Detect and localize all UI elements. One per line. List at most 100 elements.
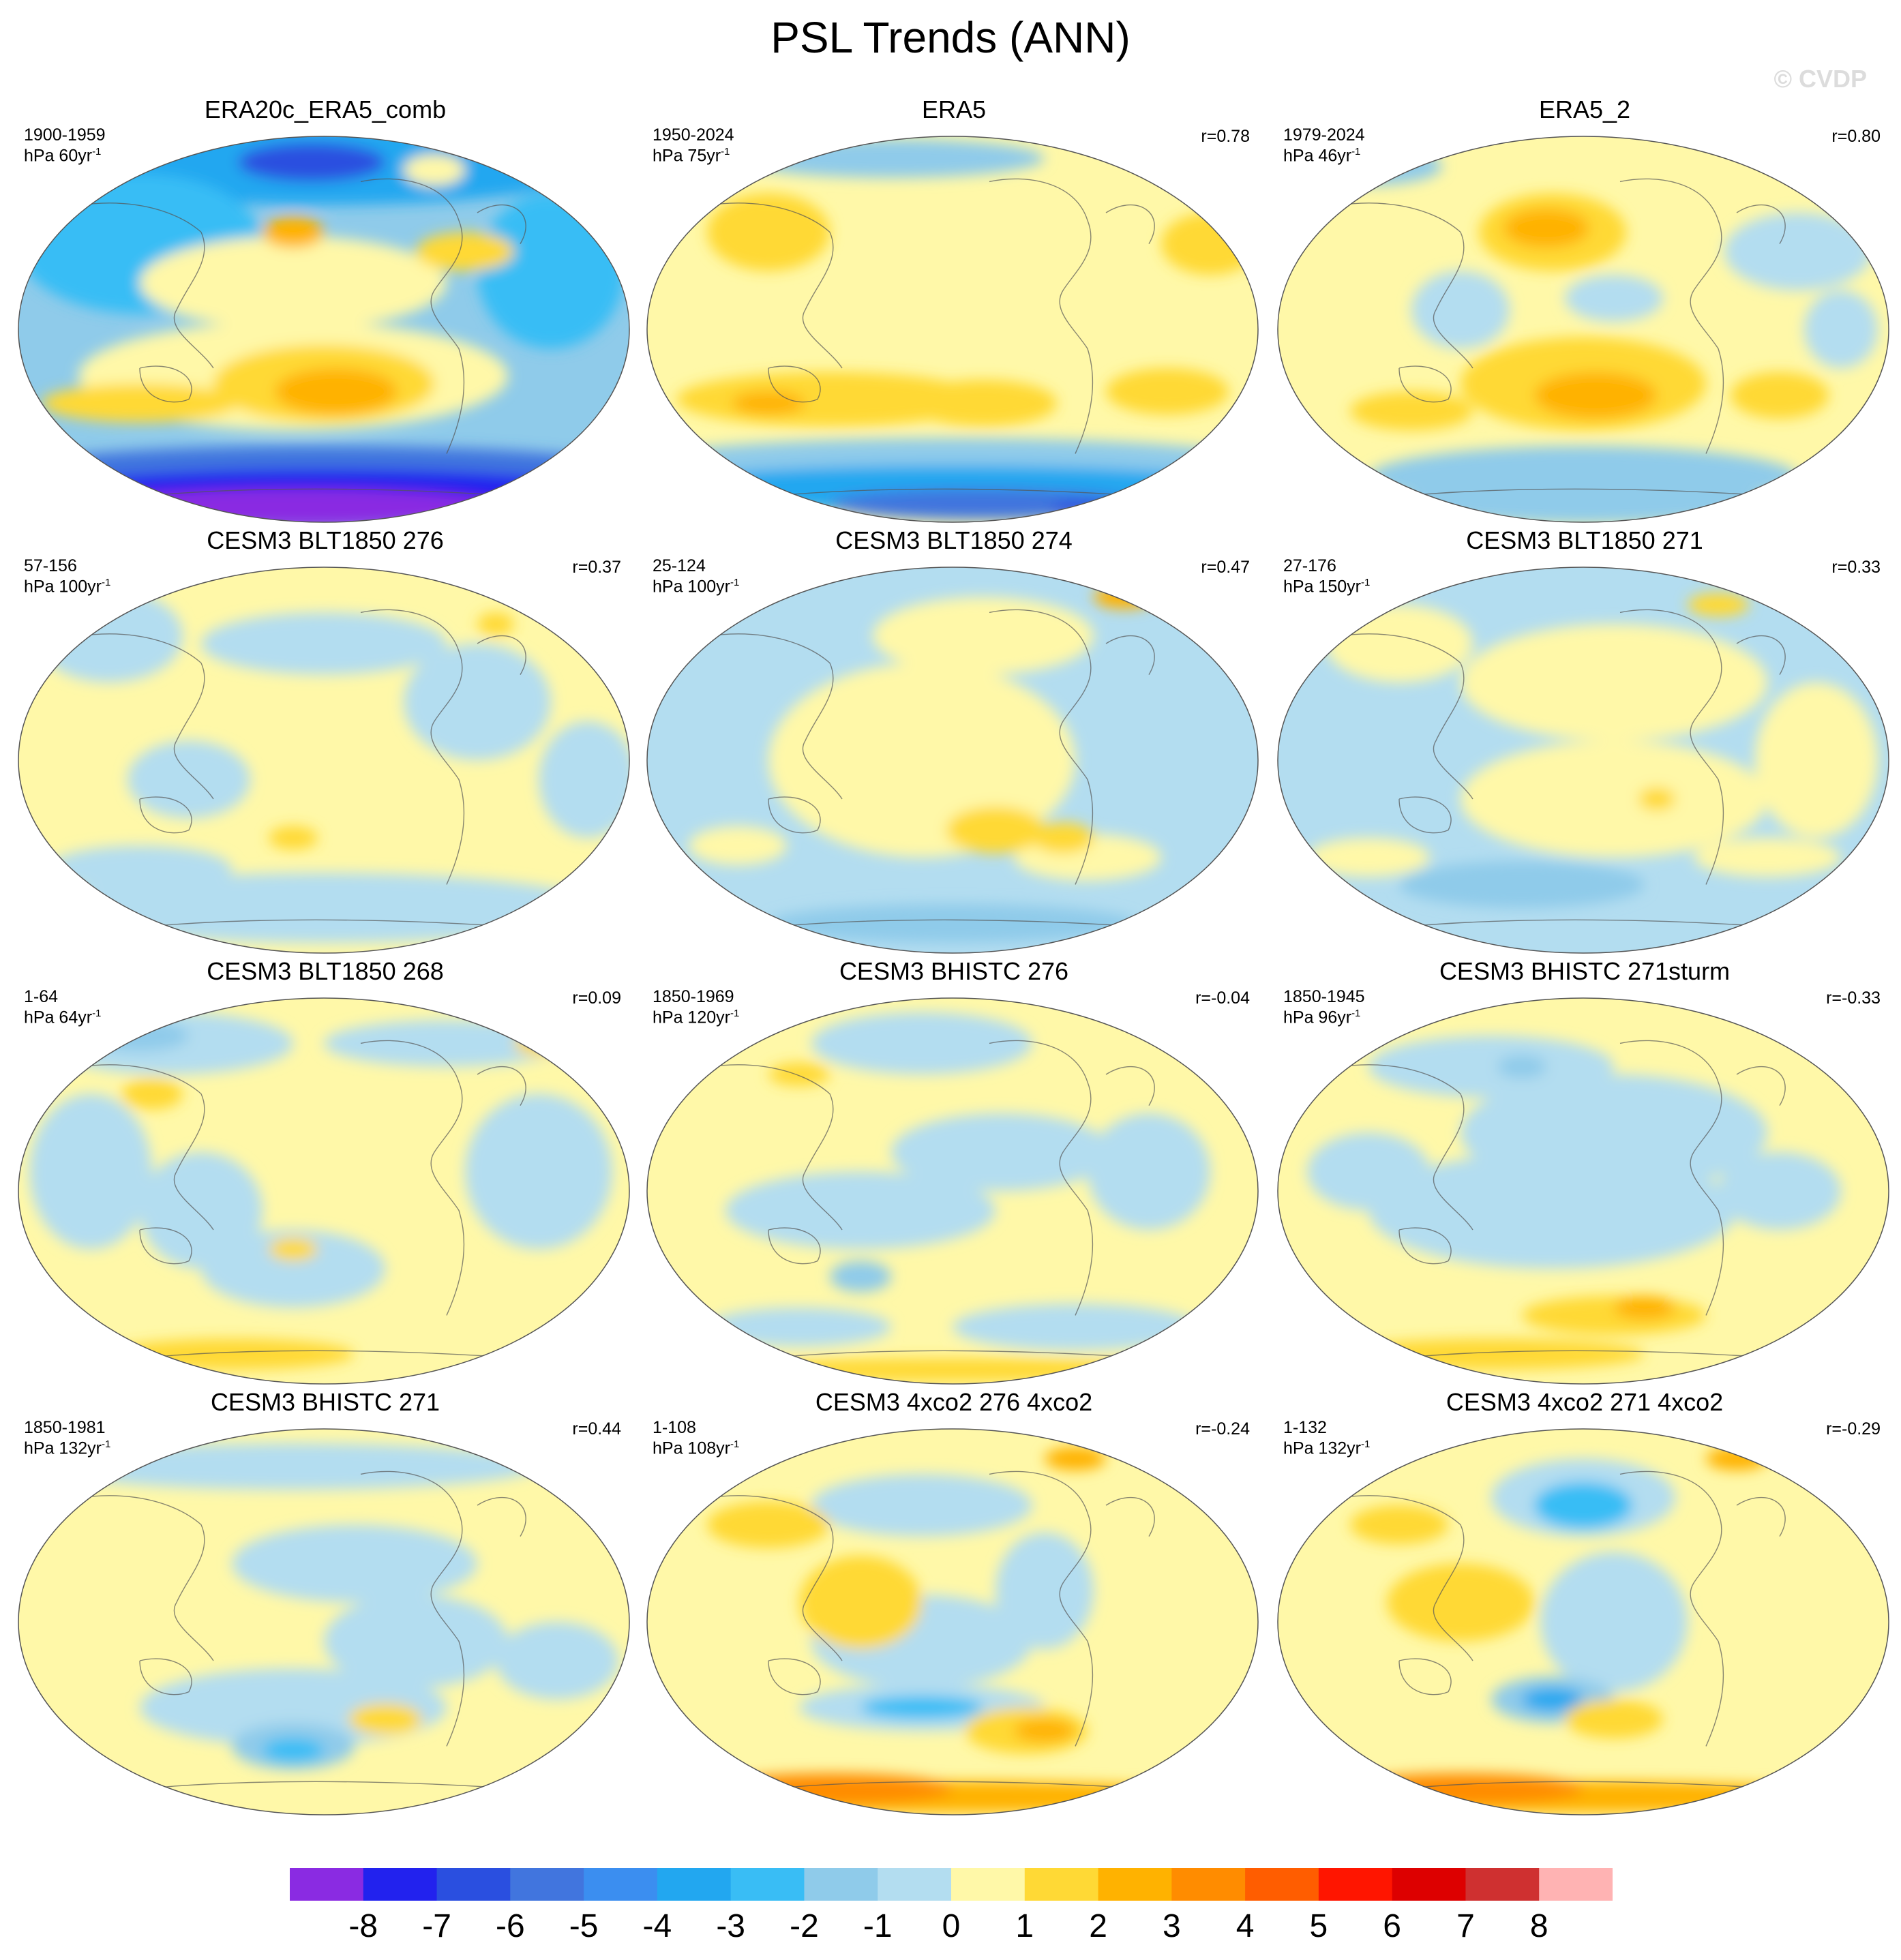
panel-units: hPa 100yr-1	[653, 577, 739, 597]
trend-contour	[1497, 1055, 1546, 1079]
trend-contour	[263, 216, 324, 248]
coastline	[989, 609, 1094, 885]
coastline	[1105, 205, 1155, 244]
trend-contour	[1724, 213, 1872, 290]
map-panel: CESM3 BLT1850 271 27-176 hPa 150yr-1 r=0.33	[1270, 526, 1900, 969]
map-panel: ERA20c_ERA5_comb 1900-1959 hPa 60yr-1	[10, 95, 640, 539]
map-field	[646, 567, 1259, 954]
trend-contour	[1161, 213, 1258, 275]
trend-contour	[860, 1695, 983, 1719]
colorbar-swatch	[290, 1868, 364, 1901]
map-field	[18, 1428, 630, 1815]
panel-correlation: r=-0.24	[1195, 1419, 1250, 1438]
map-field	[18, 567, 630, 954]
trend-contour	[768, 1062, 830, 1087]
panel-units: hPa 100yr-1	[24, 577, 110, 597]
coastline	[139, 365, 192, 403]
panel-units: hPa 96yr-1	[1283, 1008, 1360, 1027]
panel-units-exponent: -1	[730, 1438, 740, 1450]
coastline	[1736, 1066, 1786, 1106]
panel-title: ERA5	[921, 95, 987, 123]
trend-contour	[1755, 682, 1878, 838]
map-panel: CESM3 BHISTC 271sturm 1850-1945 hPa 96yr-1…	[1270, 957, 1900, 1400]
coastline	[1105, 1497, 1155, 1537]
colorbar-swatch	[657, 1868, 732, 1901]
trend-contour	[1638, 787, 1675, 811]
panel-years: 27-176	[1283, 556, 1336, 575]
trend-contour	[1694, 838, 1841, 877]
trend-contour	[1461, 740, 1767, 858]
trend-contour	[1540, 1552, 1688, 1692]
map-outline	[646, 997, 1259, 1385]
trend-contour	[1014, 1719, 1075, 1743]
trend-contour	[263, 1738, 324, 1762]
panel-years: 1850-1981	[24, 1418, 106, 1437]
trend-contour	[873, 597, 1094, 675]
panel-correlation: r=0.44	[572, 1419, 621, 1438]
coastline	[768, 1658, 821, 1695]
colorbar-swatch	[804, 1868, 878, 1901]
colorbar-swatch	[1318, 1868, 1393, 1901]
panel-years: 1-108	[653, 1418, 696, 1437]
map-field	[1277, 1428, 1889, 1815]
trend-contour	[707, 193, 830, 271]
trend-contour	[1718, 1152, 1841, 1230]
trend-contour	[324, 1595, 508, 1688]
panel-correlation: r=0.80	[1831, 127, 1881, 146]
coastline	[676, 1064, 843, 1231]
trend-contour	[910, 380, 1057, 427]
trend-contour	[201, 1230, 385, 1308]
map-outline	[646, 1428, 1259, 1815]
panel-title: CESM3 BHISTC 271sturm	[1439, 957, 1731, 985]
coastline	[1619, 1040, 1724, 1316]
coastline	[1619, 609, 1724, 885]
trend-contour	[48, 1443, 539, 1490]
trend-contour	[140, 1152, 263, 1269]
panel-units: hPa 46yr-1	[1283, 146, 1360, 166]
panel-units-exponent: -1	[1351, 146, 1361, 157]
map-outline	[1277, 1428, 1889, 1815]
coastline	[360, 1040, 465, 1316]
coastline	[477, 205, 526, 244]
trend-contour	[48, 873, 600, 943]
trend-contour	[275, 368, 398, 415]
trend-contour	[1387, 1563, 1534, 1642]
map-outline	[646, 136, 1259, 523]
colorbar-swatch	[363, 1868, 438, 1901]
colorbar-tick-label: 1	[1015, 1908, 1034, 1944]
panel-years: 1900-1959	[24, 125, 106, 145]
panel-units-text: hPa 75yr	[653, 146, 721, 166]
trend-contour	[1326, 605, 1473, 682]
trend-contour	[1565, 275, 1663, 322]
map-panel: CESM3 BLT1850 276 57-156 hPa 100yr-1 r=0.37	[10, 526, 640, 969]
trend-contour	[891, 1113, 1112, 1191]
trend-contour	[707, 1308, 891, 1346]
coastline	[360, 1471, 465, 1747]
panel-title: CESM3 BLT1850 274	[835, 526, 1073, 554]
coastline	[1306, 202, 1473, 369]
colorbar-tick-label: 6	[1383, 1908, 1402, 1944]
trend-contour	[946, 806, 1045, 854]
map-panel: ERA5_2 1979-2024 hPa 46yr-1 r=0.80	[1270, 95, 1900, 539]
coastline	[1619, 1471, 1724, 1747]
colorbar-swatch	[1392, 1868, 1466, 1901]
coastline	[1398, 365, 1452, 403]
panel-units-text: hPa 96yr	[1283, 1008, 1352, 1027]
colorbar-tick-label: -6	[495, 1908, 525, 1944]
panel-units-exponent: -1	[92, 146, 102, 157]
trend-contour	[201, 612, 447, 675]
colorbar-tick-label: 4	[1236, 1908, 1255, 1944]
colorbar-tick-label: -5	[569, 1908, 599, 1944]
panel-units: hPa 150yr-1	[1283, 577, 1370, 597]
colorbar-tick-label: -4	[642, 1908, 672, 1944]
trend-contour	[1804, 290, 1878, 368]
trend-contour	[416, 232, 514, 271]
coastline	[676, 1495, 843, 1661]
trend-contour	[1399, 861, 1645, 908]
coastline	[1736, 635, 1786, 675]
colorbar-swatch	[436, 1868, 511, 1901]
panel-units-exponent: -1	[1351, 1008, 1361, 1019]
trend-contour	[1688, 592, 1749, 617]
panel-units: hPa 108yr-1	[653, 1438, 739, 1458]
trend-contour	[676, 1781, 1229, 1813]
